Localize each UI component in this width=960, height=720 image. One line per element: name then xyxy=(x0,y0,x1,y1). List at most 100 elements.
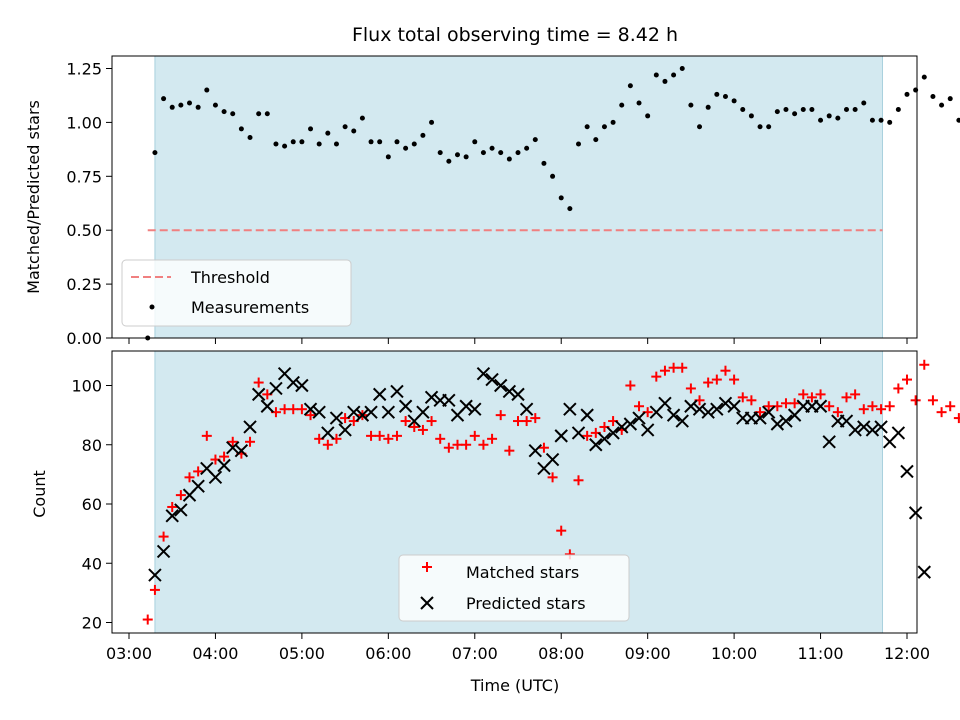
measurement-point xyxy=(359,115,365,121)
matched-star-point xyxy=(391,430,402,441)
chart-title: Flux total observing time = 8.42 h xyxy=(352,24,678,46)
matched-star-point xyxy=(763,401,774,412)
matched-star-point xyxy=(953,413,960,424)
predicted-star-point xyxy=(545,452,560,467)
predicted-star-point xyxy=(727,399,741,413)
measurement-point xyxy=(437,150,443,156)
predicted-star-point xyxy=(718,396,733,410)
predicted-star-point xyxy=(658,396,672,410)
matched-star-point xyxy=(149,584,160,595)
bottom-y-axis-label: Count xyxy=(30,470,49,518)
measurement-point xyxy=(852,106,858,112)
y-tick-label: 20 xyxy=(82,614,102,633)
measurement-point xyxy=(671,72,677,78)
measurement-point xyxy=(463,154,469,160)
measurement-point xyxy=(861,100,867,106)
measurement-point xyxy=(826,113,832,119)
measurement-point xyxy=(757,124,763,130)
predicted-star-point xyxy=(580,408,594,422)
legend-threshold-label: Threshold xyxy=(190,268,270,287)
matched-star-point xyxy=(806,392,817,403)
measurement-point xyxy=(584,124,590,130)
top-x-ticks xyxy=(128,338,908,344)
measurement-point xyxy=(748,113,754,119)
measurement-point xyxy=(204,87,210,93)
predicted-star-point xyxy=(684,399,698,413)
matched-star-point xyxy=(910,395,921,406)
matched-star-point xyxy=(668,362,679,373)
measurement-point xyxy=(921,74,927,80)
measurement-point xyxy=(878,117,884,123)
matched-star-point xyxy=(288,404,299,415)
matched-star-point xyxy=(193,466,204,477)
matched-star-point xyxy=(487,433,498,444)
matched-star-point xyxy=(815,389,826,400)
x-tick-label: 03:00 xyxy=(106,644,152,663)
predicted-star-point xyxy=(589,438,603,452)
measurement-point xyxy=(843,106,849,112)
matched-star-point xyxy=(893,383,904,394)
predicted-star-point xyxy=(416,405,430,419)
x-tick-label: 06:00 xyxy=(365,644,411,663)
measurement-point xyxy=(238,126,244,132)
predicted-star-point xyxy=(900,464,914,479)
measurement-point xyxy=(273,141,279,147)
measurement-point xyxy=(385,154,391,160)
predicted-star-point xyxy=(251,387,266,402)
matched-star-point xyxy=(504,445,515,456)
top-legend: Threshold Measurements xyxy=(121,259,352,327)
measurement-point xyxy=(472,139,478,145)
matched-star-point xyxy=(884,401,895,412)
predicted-star-point xyxy=(615,420,629,434)
predicted-star-point xyxy=(848,423,862,437)
measurement-point xyxy=(714,91,720,97)
matched-star-point xyxy=(832,407,843,418)
measurement-point xyxy=(212,102,218,108)
y-tick-label: 100 xyxy=(71,377,102,396)
y-tick-label: 0.25 xyxy=(66,275,102,294)
matched-star-point xyxy=(400,416,411,427)
measurement-point xyxy=(792,111,798,117)
measurement-point xyxy=(195,104,201,110)
measurement-point xyxy=(627,83,633,89)
measurement-point xyxy=(679,66,685,71)
matched-star-point xyxy=(547,472,558,483)
matched-star-point xyxy=(495,410,506,421)
x-tick-label: 07:00 xyxy=(452,644,498,663)
top-axes-frame xyxy=(111,55,918,339)
measurement-point xyxy=(576,141,582,147)
bottom-axes-frame xyxy=(111,350,918,634)
predicted-star-point xyxy=(485,372,499,387)
matched-star-point xyxy=(824,401,835,412)
measurement-point xyxy=(342,124,348,130)
measurement-point xyxy=(636,100,642,106)
matched-star-point xyxy=(245,436,256,447)
predicted-star-point xyxy=(554,429,568,443)
predicted-star-point xyxy=(468,402,482,416)
legend-predicted-label: Predicted stars xyxy=(466,594,586,613)
legend-matched-label: Matched stars xyxy=(466,563,579,582)
measurement-point xyxy=(887,119,893,125)
predicted-star-point xyxy=(813,399,828,413)
matched-star-point xyxy=(374,430,385,441)
predicted-star-point xyxy=(632,411,646,425)
y-tick-label: 0.00 xyxy=(66,329,102,348)
matched-star-point xyxy=(184,472,195,483)
measurement-point xyxy=(930,94,936,100)
predicted-star-point xyxy=(260,399,275,413)
measurement-point xyxy=(368,139,374,145)
matched-star-point xyxy=(651,371,662,382)
predicted-star-point xyxy=(295,378,309,393)
matched-star-point xyxy=(366,430,377,441)
measurement-point xyxy=(740,106,746,112)
predicted-star-point xyxy=(303,402,318,416)
predicted-star-point xyxy=(381,405,396,419)
measurement-point xyxy=(161,96,167,102)
y-tick-label: 1.25 xyxy=(66,60,102,79)
measurement-point xyxy=(403,145,409,151)
measurement-point xyxy=(956,117,960,123)
matched-star-point xyxy=(538,442,549,453)
matched-star-point xyxy=(919,359,930,370)
predicted-star-point xyxy=(269,381,283,396)
